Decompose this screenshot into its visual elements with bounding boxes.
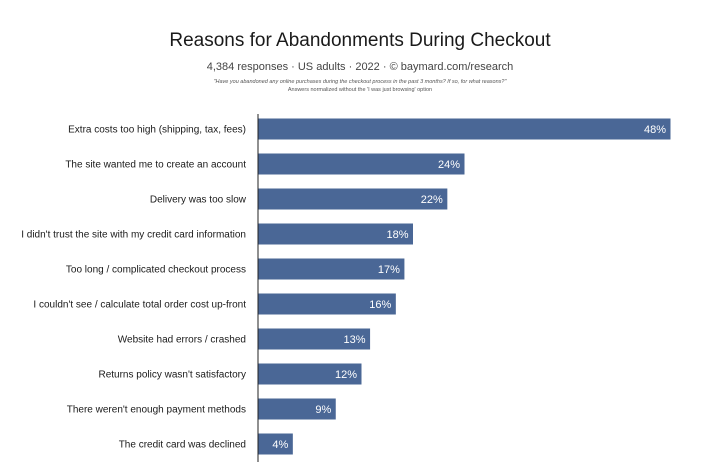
normalization-note: Answers normalized without the 'I was ju…: [287, 86, 433, 93]
category-label: Extra costs too high (shipping, tax, fee…: [68, 125, 246, 136]
survey-note: "Have you abandoned any online purchases…: [0, 79, 720, 94]
category-label: Too long / complicated checkout process: [66, 265, 246, 276]
bar: [258, 188, 448, 210]
category-label: Returns policy wasn't satisfactory: [98, 370, 246, 381]
bar: [258, 328, 371, 350]
bar-value-label: 22%: [421, 194, 443, 206]
chart-subtitle: 4,384 responses · US adults · 2022 · © b…: [206, 61, 514, 73]
bar-value-label: 13%: [344, 334, 366, 346]
bar-value-label: 12%: [335, 369, 357, 381]
category-label: Delivery was too slow: [150, 195, 247, 206]
bar-value-label: 16%: [369, 299, 391, 311]
bar: [258, 223, 413, 245]
chart-title: Reasons for Abandonments During Checkout: [169, 30, 551, 51]
category-label: The credit card was declined: [119, 440, 246, 451]
category-label: I didn't trust the site with my credit c…: [21, 230, 246, 241]
survey-question: "Have you abandoned any online purchases…: [213, 79, 507, 85]
bar: [258, 153, 465, 175]
category-label: There weren't enough payment methods: [67, 405, 246, 416]
category-label: I couldn't see / calculate total order c…: [33, 300, 246, 311]
bar-value-label: 17%: [378, 264, 400, 276]
bar: [258, 433, 293, 455]
bar: [258, 118, 671, 140]
bar-value-label: 4%: [272, 439, 288, 451]
bar: [258, 363, 362, 385]
bar-value-label: 9%: [315, 404, 331, 416]
category-label: Website had errors / crashed: [118, 335, 246, 346]
category-label: The site wanted me to create an account: [65, 160, 246, 171]
bar-value-label: 18%: [386, 229, 408, 241]
bar-value-label: 48%: [644, 124, 666, 136]
bar: [258, 258, 405, 280]
bar: [258, 398, 336, 420]
bar-value-label: 24%: [438, 159, 460, 171]
bar: [258, 293, 396, 315]
